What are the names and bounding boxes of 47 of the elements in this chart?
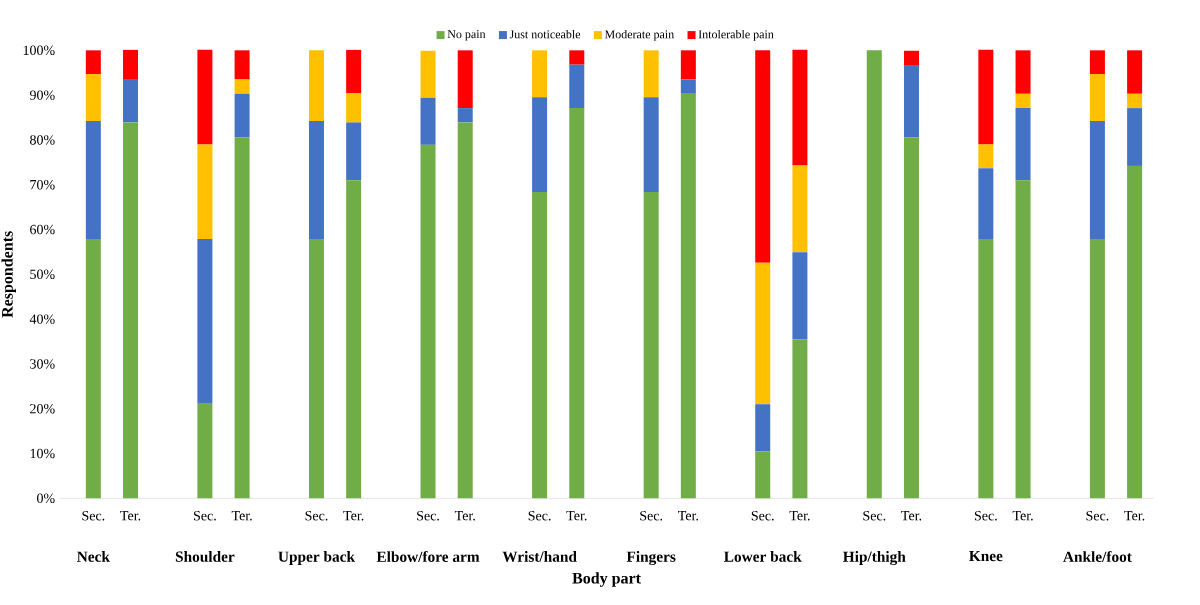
x-tick-label: Ter. <box>343 511 364 521</box>
y-tick-label: 70% <box>30 179 55 190</box>
x-tick-label: Sec. <box>863 511 886 521</box>
text: Fingers <box>626 551 676 566</box>
x-tick-label: Sec. <box>1086 511 1109 521</box>
y-tick-label: 10% <box>30 448 55 459</box>
y-tick-label: 80% <box>30 135 55 145</box>
y-tick-label: 30% <box>30 359 55 369</box>
y-tick-label: 20% <box>30 403 55 414</box>
x-tick-label: Sec. <box>528 511 551 521</box>
x-tick-label: Sec. <box>640 511 663 521</box>
text: Hip/thigh <box>843 551 906 566</box>
x-tick-label: Ter. <box>789 511 810 521</box>
x-tick-label: Ter. <box>1012 511 1033 521</box>
y-tick-label: 100% <box>23 45 55 56</box>
text: Lower back <box>724 551 802 562</box>
y-tick-label: 40% <box>29 314 55 324</box>
y-tick-label: 50% <box>30 269 55 280</box>
x-tick-label: Sec. <box>751 511 774 521</box>
text: Knee <box>969 551 1003 562</box>
x-tick-label: Sec. <box>82 511 105 521</box>
x-tick-label: Sec. <box>305 511 328 521</box>
legend-label: Moderate pain <box>604 29 674 41</box>
x-tick-label: Sec. <box>193 511 216 521</box>
x-tick-label: Sec. <box>417 511 439 521</box>
x-tick-label: Ter. <box>120 511 141 521</box>
y-tick-label: 0% <box>37 493 55 504</box>
y-axis-title: Respondents <box>1 231 17 318</box>
legend-label: Just noticeable <box>509 29 581 39</box>
x-tick-label: Ter. <box>231 511 252 521</box>
x-tick-label: Sec. <box>974 511 997 521</box>
x-tick-label: Ter. <box>1124 511 1145 521</box>
x-tick-label: Ter. <box>678 511 699 521</box>
x-tick-label: Ter. <box>901 511 922 521</box>
text: Shoulder <box>175 551 235 562</box>
y-tick-label: 90% <box>29 90 55 100</box>
text: Ankle/foot <box>1063 551 1132 562</box>
text: Upper back <box>278 551 355 565</box>
x-axis-title: Body part <box>572 572 641 587</box>
legend-label: Intolerable pain <box>698 29 774 41</box>
text: Wrist/hand <box>502 551 577 562</box>
y-tick-label: 60% <box>30 224 55 235</box>
text: Neck <box>77 551 110 562</box>
legend-label: No pain <box>447 30 486 41</box>
x-tick-label: Ter. <box>566 511 587 521</box>
x-tick-label: Ter. <box>454 511 475 521</box>
text: Elbow/fore arm <box>376 551 480 562</box>
